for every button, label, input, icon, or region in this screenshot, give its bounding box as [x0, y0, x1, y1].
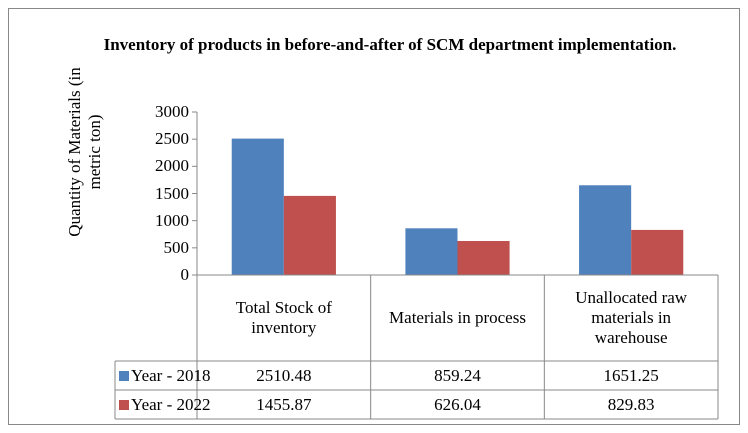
data-table-value: 626.04: [434, 395, 481, 414]
bar: [631, 229, 684, 275]
x-tick-label: Materials in process: [389, 308, 526, 327]
y-tick-label: 1500: [155, 183, 189, 203]
data-table-value: 2510.48: [256, 366, 312, 385]
y-tick-label: 3000: [155, 102, 189, 121]
y-tick-label: 2500: [155, 129, 189, 149]
chart-title: Inventory of products in before-and-afte…: [103, 35, 677, 54]
category-cell: Materials in process: [371, 275, 545, 361]
legend-label: Year - 2022: [131, 395, 211, 414]
bar: [579, 185, 632, 275]
legend-swatch: [119, 400, 129, 410]
legend-swatch: [119, 371, 129, 381]
y-tick-label: 500: [163, 237, 190, 257]
x-tick-label: Total Stock of inventory: [235, 298, 332, 337]
data-table-value: 829.83: [607, 395, 655, 414]
data-table-value: 859.24: [434, 366, 481, 385]
bar: [457, 240, 510, 275]
x-tick-label: Unallocated raw materials in warehouse: [575, 288, 688, 347]
data-table-value: 1651.25: [603, 366, 659, 385]
bar: [283, 195, 336, 275]
y-tick-label: 1000: [155, 210, 189, 230]
data-table-value: 1455.87: [256, 395, 312, 414]
bar: [231, 138, 284, 275]
y-axis-label: Quantity of Materials (in metric ton): [65, 67, 104, 237]
y-tick-label: 0: [180, 265, 190, 284]
legend-label: Year - 2018: [131, 366, 211, 385]
category-cell: Unallocated raw materials in warehouse: [544, 275, 718, 361]
y-tick-label: 2000: [155, 156, 189, 176]
category-cell: Total Stock of inventory: [197, 275, 371, 361]
bar: [405, 228, 458, 275]
